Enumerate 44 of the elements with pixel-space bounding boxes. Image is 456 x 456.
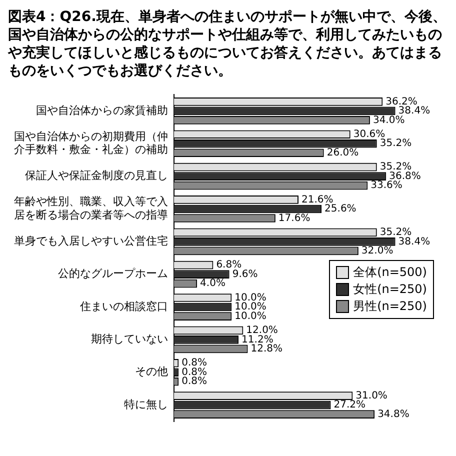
- legend-label: 女性(n=250): [353, 281, 427, 298]
- legend-label: 男性(n=250): [353, 298, 427, 315]
- data-label: 25.6%: [324, 204, 356, 215]
- data-label: 0.8%: [182, 376, 208, 388]
- data-label: 0.8%: [182, 366, 208, 378]
- y-tick-label: 単身でも入居しやすい公営住宅: [14, 234, 168, 248]
- data-label: 6.8%: [216, 260, 242, 271]
- data-label: 36.8%: [389, 170, 421, 182]
- data-label: 11.2%: [242, 334, 274, 346]
- data-label: 10.0%: [234, 310, 266, 322]
- y-tick-label: 期待していない: [91, 332, 168, 346]
- data-label: 36.2%: [386, 96, 418, 108]
- data-label: 34.0%: [372, 114, 405, 126]
- data-label: 4.0%: [200, 278, 226, 290]
- data-label: 9.6%: [232, 268, 258, 280]
- data-label: 32.0%: [361, 246, 394, 257]
- y-tick-label: 公的なグループホーム: [58, 267, 168, 280]
- data-label: 27.2%: [334, 400, 366, 411]
- y-tick-label: その他: [135, 365, 168, 378]
- data-label: 12.0%: [246, 325, 278, 336]
- data-label: 38.4%: [398, 106, 430, 117]
- data-label: 21.6%: [301, 194, 334, 206]
- legend-label: 全体(n=500): [353, 264, 427, 281]
- data-label: 26.0%: [326, 147, 359, 158]
- y-tick-label: 年齢や性別、職業、収入等で入居を断る場合の業者等への指導: [14, 195, 168, 222]
- y-tick-label: 特に無し: [124, 398, 168, 411]
- data-label: 0.8%: [182, 358, 208, 369]
- y-tick-label: 住まいの相談窓口: [80, 300, 168, 313]
- y-tick-label: 国や自治体からの家賃補助: [36, 104, 168, 117]
- data-label: 31.0%: [356, 390, 388, 402]
- chart-title: 図表4：Q26.現在、単身者への住まいのサポートが無い中で、今後、国や自治体からの公的なサポートや仕組み等で、利用してみたいものや充実してほしいと感じるものについてお答えください。あてはまるものをいくつでもお選びください。: [8, 8, 448, 80]
- data-label: 35.2%: [380, 162, 412, 173]
- data-label: 35.2%: [380, 226, 412, 238]
- data-label: 38.4%: [398, 236, 430, 248]
- data-label: 10.0%: [234, 292, 266, 304]
- data-label: 34.8%: [378, 408, 410, 420]
- data-label: 17.6%: [278, 212, 310, 224]
- data-label: 35.2%: [380, 138, 412, 150]
- y-tick-label: 保証人や保証金制度の見直し: [25, 169, 168, 182]
- data-label: 12.8%: [250, 344, 283, 355]
- data-label: 10.0%: [234, 302, 266, 313]
- y-tick-label: 国や自治体からの初期費用（仲介手数料・敷金・礼金）の補助: [14, 130, 168, 156]
- data-label: 30.6%: [353, 128, 386, 140]
- data-label: 33.6%: [370, 180, 402, 192]
